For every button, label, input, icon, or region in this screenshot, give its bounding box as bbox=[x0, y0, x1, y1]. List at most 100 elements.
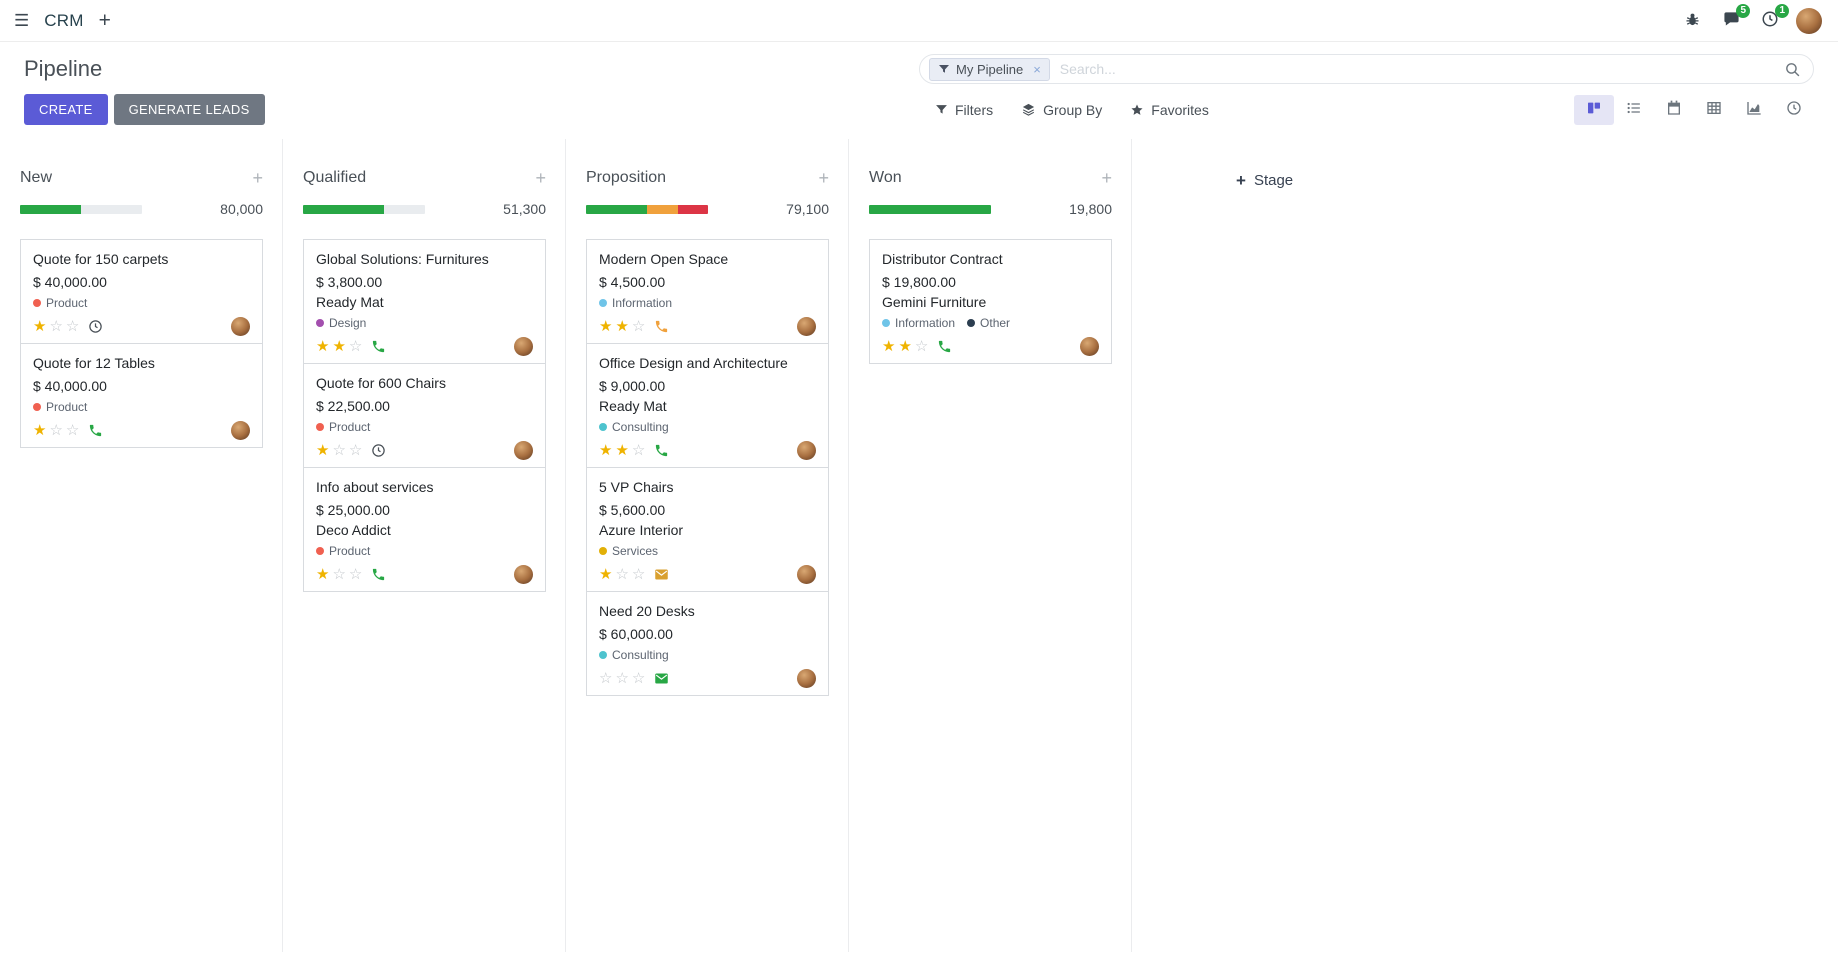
priority-star[interactable]: ★ bbox=[316, 337, 330, 355]
filters-button[interactable]: Filters bbox=[935, 102, 993, 118]
priority-star[interactable]: ★ bbox=[898, 337, 912, 355]
card-avatar[interactable] bbox=[797, 668, 816, 688]
priority-star[interactable]: ★ bbox=[599, 317, 613, 335]
card-avatar[interactable] bbox=[797, 564, 816, 584]
app-name[interactable]: CRM bbox=[44, 10, 84, 30]
plus-icon: + bbox=[818, 168, 829, 188]
kanban-card[interactable]: Quote for 600 Chairs $ 22,500.00 Product… bbox=[303, 362, 546, 468]
priority-star[interactable]: ★ bbox=[33, 421, 47, 439]
create-button[interactable]: CREATE bbox=[24, 94, 108, 125]
priority-star[interactable]: ☆ bbox=[631, 565, 646, 583]
list-view-button[interactable] bbox=[1614, 95, 1654, 125]
card-avatar[interactable] bbox=[1080, 336, 1099, 356]
quick-add-button[interactable]: + bbox=[99, 10, 111, 31]
card-avatar[interactable] bbox=[231, 420, 250, 440]
kanban-card[interactable]: Need 20 Desks $ 60,000.00 Consulting ☆ ☆ ☆ bbox=[586, 590, 829, 696]
priority-star[interactable]: ★ bbox=[615, 441, 629, 459]
messages-button[interactable]: 5 bbox=[1716, 3, 1750, 36]
add-stage-button[interactable]: + Stage bbox=[1236, 170, 1293, 190]
card-avatar[interactable] bbox=[797, 316, 816, 336]
priority-star[interactable]: ★ bbox=[33, 317, 47, 335]
progress-segment[interactable] bbox=[586, 204, 647, 214]
graph-view-button[interactable] bbox=[1734, 95, 1774, 125]
pivot-view-button[interactable] bbox=[1694, 95, 1734, 125]
card-activity-button[interactable] bbox=[654, 319, 669, 334]
favorites-button[interactable]: Favorites bbox=[1130, 102, 1209, 118]
search-bar[interactable]: My Pipeline × bbox=[919, 54, 1814, 84]
card-activity-button[interactable] bbox=[654, 567, 669, 582]
priority-star[interactable]: ☆ bbox=[631, 669, 646, 687]
priority-star[interactable]: ★ bbox=[599, 565, 613, 583]
card-activity-button[interactable] bbox=[371, 567, 386, 582]
activities-button[interactable]: 1 bbox=[1755, 3, 1789, 36]
card-activity-button[interactable] bbox=[88, 423, 103, 438]
card-activity-button[interactable] bbox=[654, 671, 669, 686]
priority-star[interactable]: ☆ bbox=[348, 441, 363, 459]
card-avatar[interactable] bbox=[514, 336, 533, 356]
search-input[interactable] bbox=[1049, 61, 1784, 77]
priority-star[interactable]: ☆ bbox=[914, 337, 929, 355]
column-quick-create-button[interactable]: + bbox=[818, 169, 829, 187]
card-avatar[interactable] bbox=[231, 316, 250, 336]
column-title[interactable]: Proposition bbox=[586, 169, 667, 186]
column-title[interactable]: Won bbox=[869, 169, 902, 186]
card-activity-button[interactable] bbox=[371, 443, 386, 458]
card-activity-button[interactable] bbox=[88, 319, 103, 334]
priority-star[interactable]: ☆ bbox=[599, 669, 613, 687]
card-activity-button[interactable] bbox=[654, 443, 669, 458]
priority-star[interactable]: ☆ bbox=[615, 565, 629, 583]
priority-star[interactable]: ☆ bbox=[615, 669, 629, 687]
kanban-card[interactable]: Quote for 12 Tables $ 40,000.00 Product … bbox=[20, 342, 263, 448]
priority-star[interactable]: ☆ bbox=[332, 441, 346, 459]
column-quick-create-button[interactable]: + bbox=[1101, 169, 1112, 187]
priority-star[interactable]: ☆ bbox=[65, 421, 80, 439]
priority-star[interactable]: ★ bbox=[316, 565, 330, 583]
group-by-button[interactable]: Group By bbox=[1021, 102, 1102, 118]
priority-star[interactable]: ☆ bbox=[348, 565, 363, 583]
column-title[interactable]: Qualified bbox=[303, 169, 367, 186]
priority-star[interactable]: ☆ bbox=[332, 565, 346, 583]
activity-view-button[interactable] bbox=[1774, 95, 1814, 125]
priority-star[interactable]: ☆ bbox=[65, 317, 80, 335]
kanban-card[interactable]: Distributor Contract $ 19,800.00 Gemini … bbox=[869, 239, 1112, 364]
generate-leads-button[interactable]: GENERATE LEADS bbox=[113, 94, 265, 125]
card-activity-button[interactable] bbox=[371, 339, 386, 354]
priority-star[interactable]: ☆ bbox=[631, 317, 646, 335]
column-title[interactable]: New bbox=[20, 169, 53, 186]
kanban-card[interactable]: Quote for 150 carpets $ 40,000.00 Produc… bbox=[20, 239, 263, 344]
progress-segment[interactable] bbox=[647, 204, 678, 214]
debug-button[interactable] bbox=[1677, 6, 1707, 36]
progress-segment[interactable] bbox=[869, 204, 991, 214]
card-activity-button[interactable] bbox=[937, 339, 952, 354]
search-facet[interactable]: My Pipeline × bbox=[929, 57, 1050, 81]
priority-star[interactable]: ★ bbox=[599, 441, 613, 459]
priority-star[interactable]: ☆ bbox=[49, 317, 63, 335]
priority-star[interactable]: ★ bbox=[332, 337, 346, 355]
card-avatar[interactable] bbox=[797, 440, 816, 460]
kanban-card[interactable]: Global Solutions: Furnitures $ 3,800.00 … bbox=[303, 239, 546, 364]
kanban-card[interactable]: Modern Open Space $ 4,500.00 Information… bbox=[586, 239, 829, 344]
facet-remove-icon[interactable]: × bbox=[1033, 61, 1041, 77]
column-quick-create-button[interactable]: + bbox=[252, 169, 263, 187]
priority-star[interactable]: ★ bbox=[882, 337, 896, 355]
card-tags: Consulting bbox=[599, 420, 816, 434]
kanban-card[interactable]: Office Design and Architecture $ 9,000.0… bbox=[586, 342, 829, 468]
card-avatar[interactable] bbox=[514, 440, 533, 460]
progress-segment[interactable] bbox=[20, 204, 81, 214]
search-icon[interactable] bbox=[1784, 61, 1801, 78]
priority-star[interactable]: ☆ bbox=[348, 337, 363, 355]
priority-star[interactable]: ★ bbox=[615, 317, 629, 335]
kanban-card[interactable]: Info about services $ 25,000.00 Deco Add… bbox=[303, 466, 546, 592]
user-menu-button[interactable] bbox=[1794, 6, 1824, 36]
card-avatar[interactable] bbox=[514, 564, 533, 584]
apps-menu-button[interactable]: ☰ bbox=[14, 12, 29, 29]
column-quick-create-button[interactable]: + bbox=[535, 169, 546, 187]
priority-star[interactable]: ☆ bbox=[631, 441, 646, 459]
priority-star[interactable]: ★ bbox=[316, 441, 330, 459]
kanban-card[interactable]: 5 VP Chairs $ 5,600.00 Azure Interior Se… bbox=[586, 466, 829, 592]
progress-segment[interactable] bbox=[303, 204, 384, 214]
progress-segment[interactable] bbox=[677, 204, 708, 214]
calendar-view-button[interactable] bbox=[1654, 95, 1694, 125]
kanban-view-button[interactable] bbox=[1574, 94, 1614, 125]
priority-star[interactable]: ☆ bbox=[49, 421, 63, 439]
